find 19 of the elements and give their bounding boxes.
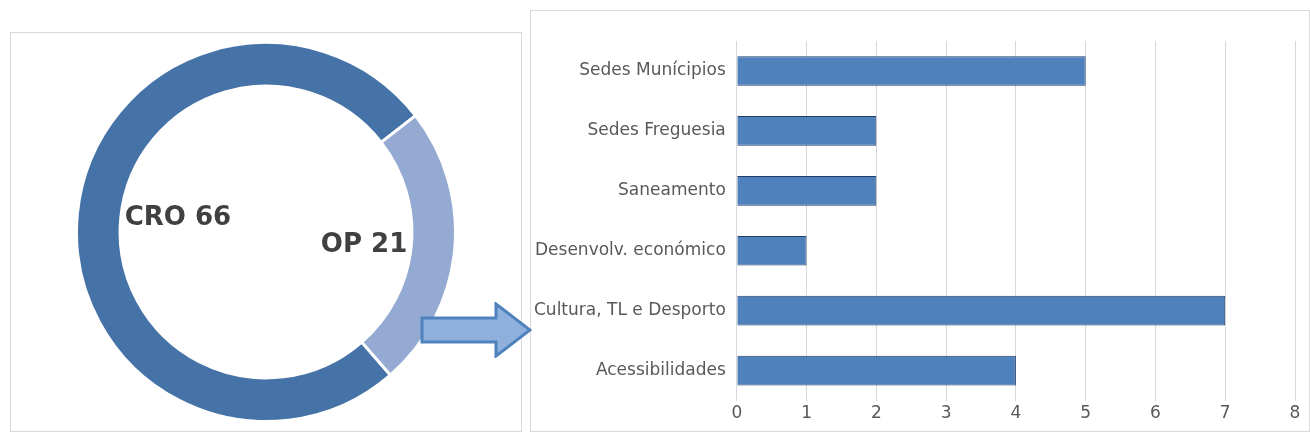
y-tick-label: Acessibilidades xyxy=(595,359,726,380)
slice-label: CRO xyxy=(124,201,186,232)
x-tick-label: 0 xyxy=(731,402,743,423)
x-tick-label: 8 xyxy=(1289,402,1301,423)
x-tick-label: 7 xyxy=(1219,402,1231,423)
x-tick-label: 5 xyxy=(1080,402,1092,423)
y-tick-label: Desenvolv. económico xyxy=(535,239,726,260)
y-tick-label: Sedes Munícipios xyxy=(579,59,726,80)
y-tick-label: Cultura, TL e Desporto xyxy=(533,299,726,320)
y-tick-label: Sedes Freguesia xyxy=(587,119,726,140)
y-tick-label: Saneamento xyxy=(618,179,726,200)
data-label: 21 xyxy=(371,228,408,259)
data-label: 66 xyxy=(195,201,232,232)
x-tick-label: 1 xyxy=(801,402,812,423)
x-tick-label: 2 xyxy=(870,402,882,423)
x-tick-label: 3 xyxy=(940,402,952,423)
x-tick-label: 4 xyxy=(1010,402,1022,423)
slice-label: OP xyxy=(320,228,363,259)
x-tick-label: 6 xyxy=(1150,402,1161,423)
